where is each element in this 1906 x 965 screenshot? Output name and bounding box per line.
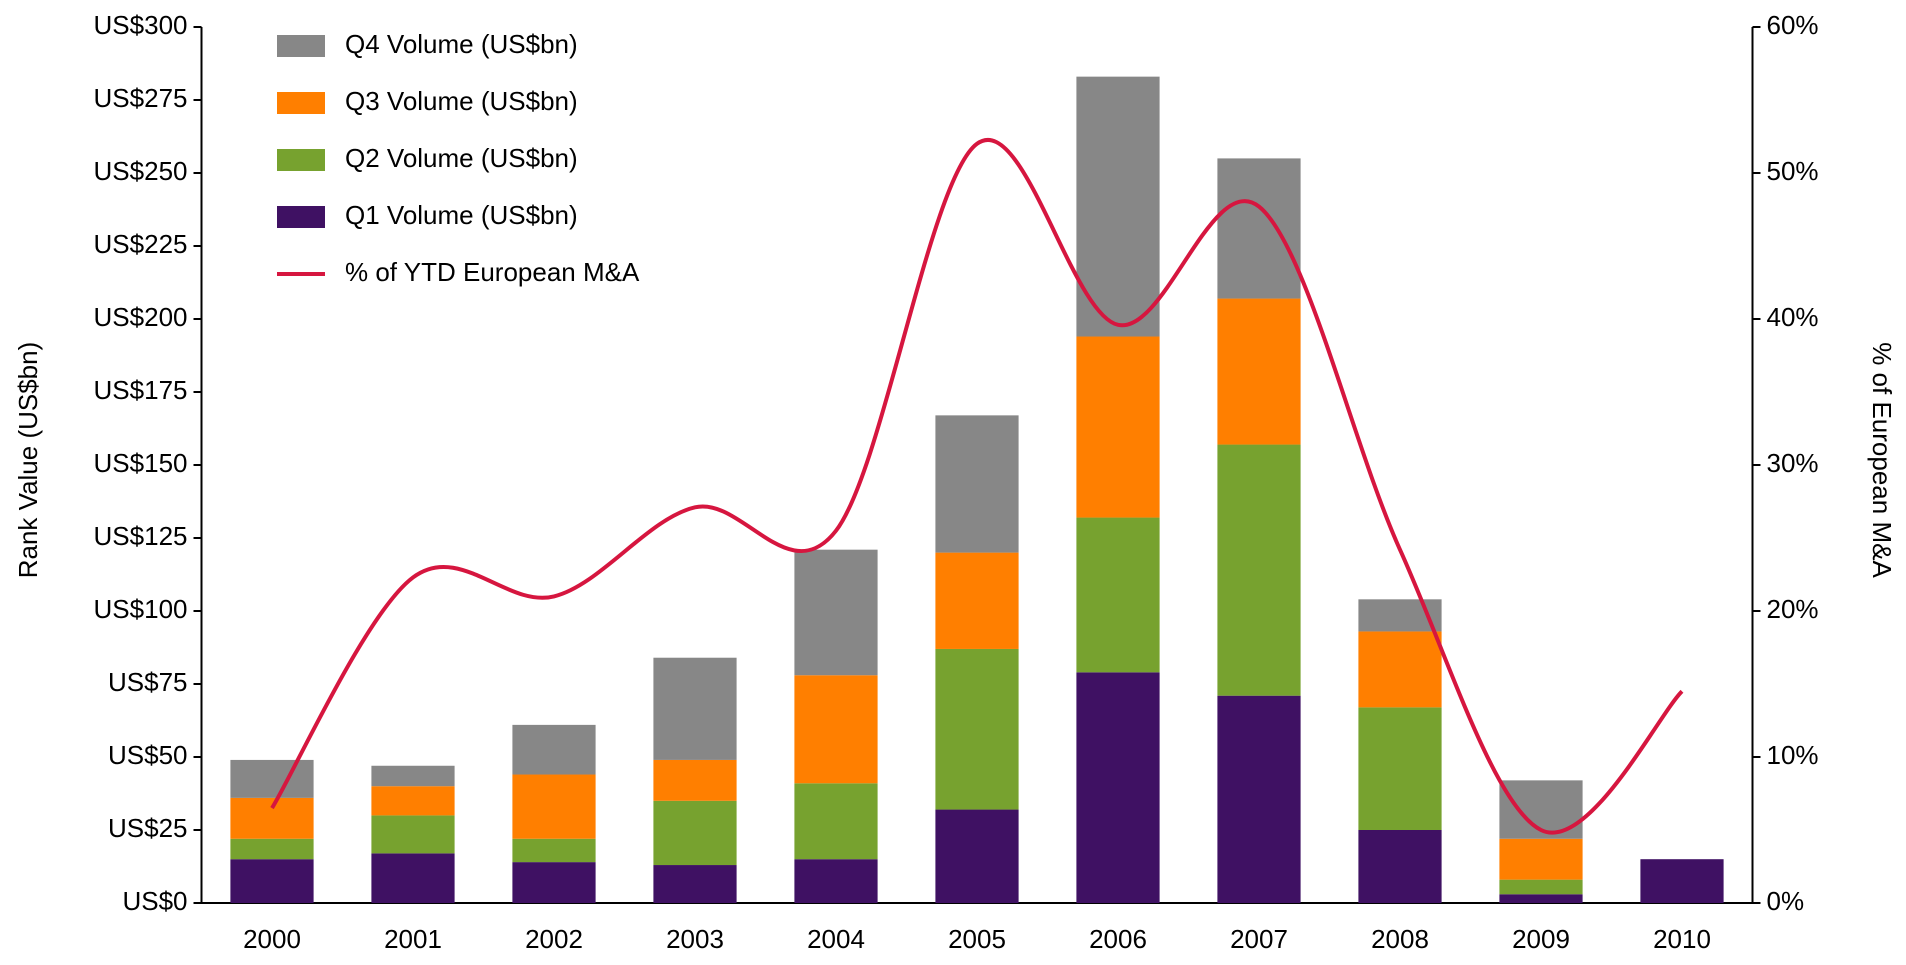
x-tick-label: 2004 <box>807 924 865 954</box>
bar-segment <box>935 415 1019 553</box>
bar-segment <box>653 759 737 801</box>
y-tick-label: US$300 <box>94 10 188 40</box>
y2-tick-label: 50% <box>1767 156 1819 186</box>
bar-segment <box>230 797 314 839</box>
bar-segment <box>512 862 596 903</box>
y2-axis-title: % of European M&A <box>1867 342 1897 578</box>
y-tick-label: US$175 <box>94 375 188 405</box>
y-axis-title: Rank Value (US$bn) <box>13 342 43 579</box>
x-tick-label: 2001 <box>384 924 442 954</box>
bar-segment <box>1358 707 1442 830</box>
bar-segment <box>1217 158 1301 299</box>
bar-segment <box>794 549 878 676</box>
y-tick-label: US$200 <box>94 302 188 332</box>
bar-segment <box>371 815 455 854</box>
bar-segment <box>1217 444 1301 696</box>
bar-segment <box>794 859 878 903</box>
bar-segment <box>1217 695 1301 903</box>
x-tick-label: 2010 <box>1653 924 1711 954</box>
y-tick-label: US$225 <box>94 229 188 259</box>
y2-tick-label: 40% <box>1767 302 1819 332</box>
y-tick-label: US$150 <box>94 448 188 478</box>
y-tick-label: US$50 <box>108 740 188 770</box>
bar-segment <box>935 809 1019 903</box>
bar-segment <box>1640 859 1724 903</box>
bar-segment <box>512 774 596 839</box>
y2-tick-label: 0% <box>1767 886 1805 916</box>
y2-tick-label: 30% <box>1767 448 1819 478</box>
bar-segment <box>794 675 878 784</box>
y-tick-label: US$275 <box>94 83 188 113</box>
y2-tick-label: 10% <box>1767 740 1819 770</box>
bar-segment <box>1358 830 1442 903</box>
legend-swatch <box>277 92 325 114</box>
legend-label: % of YTD European M&A <box>345 257 640 287</box>
bar-segment <box>1076 517 1160 673</box>
legend-label: Q4 Volume (US$bn) <box>345 29 578 59</box>
x-tick-label: 2002 <box>525 924 583 954</box>
bar-segment <box>653 865 737 903</box>
bar-segment <box>230 838 314 860</box>
x-tick-label: 2000 <box>243 924 301 954</box>
bar-segment <box>1217 298 1301 445</box>
y-tick-label: US$100 <box>94 594 188 624</box>
y-tick-label: US$0 <box>122 886 187 916</box>
x-tick-label: 2009 <box>1512 924 1570 954</box>
bar-segment <box>1076 672 1160 903</box>
bar-segment <box>1076 336 1160 518</box>
y2-tick-label: 20% <box>1767 594 1819 624</box>
bar-segment <box>1358 631 1442 708</box>
x-tick-label: 2003 <box>666 924 724 954</box>
bar-segment <box>1499 879 1583 895</box>
bar-segment <box>1499 838 1583 880</box>
bar-segment <box>230 859 314 903</box>
y-tick-label: US$125 <box>94 521 188 551</box>
bar-segment <box>794 783 878 860</box>
legend-swatch <box>277 35 325 57</box>
bar-segment <box>512 724 596 775</box>
bar-segment <box>512 838 596 863</box>
legend-label: Q1 Volume (US$bn) <box>345 200 578 230</box>
bar-segment <box>371 765 455 787</box>
legend-label: Q2 Volume (US$bn) <box>345 143 578 173</box>
y-tick-label: US$250 <box>94 156 188 186</box>
bar-segment <box>935 648 1019 810</box>
x-tick-label: 2008 <box>1371 924 1429 954</box>
y-tick-label: US$25 <box>108 813 188 843</box>
bar-segment <box>230 759 314 798</box>
x-tick-label: 2007 <box>1230 924 1288 954</box>
bar-segment <box>653 800 737 866</box>
x-tick-label: 2005 <box>948 924 1006 954</box>
bar-segment <box>371 853 455 903</box>
line <box>270 138 1684 835</box>
legend-swatch <box>277 206 325 228</box>
legend-swatch <box>277 149 325 171</box>
bar-segment <box>653 657 737 760</box>
bar-segment <box>1499 894 1583 903</box>
bar-segment <box>1076 76 1160 337</box>
bar-segment <box>935 552 1019 649</box>
y2-tick-label: 60% <box>1767 10 1819 40</box>
y-tick-label: US$75 <box>108 667 188 697</box>
bar-segment <box>371 786 455 816</box>
legend-label: Q3 Volume (US$bn) <box>345 86 578 116</box>
x-tick-label: 2006 <box>1089 924 1147 954</box>
